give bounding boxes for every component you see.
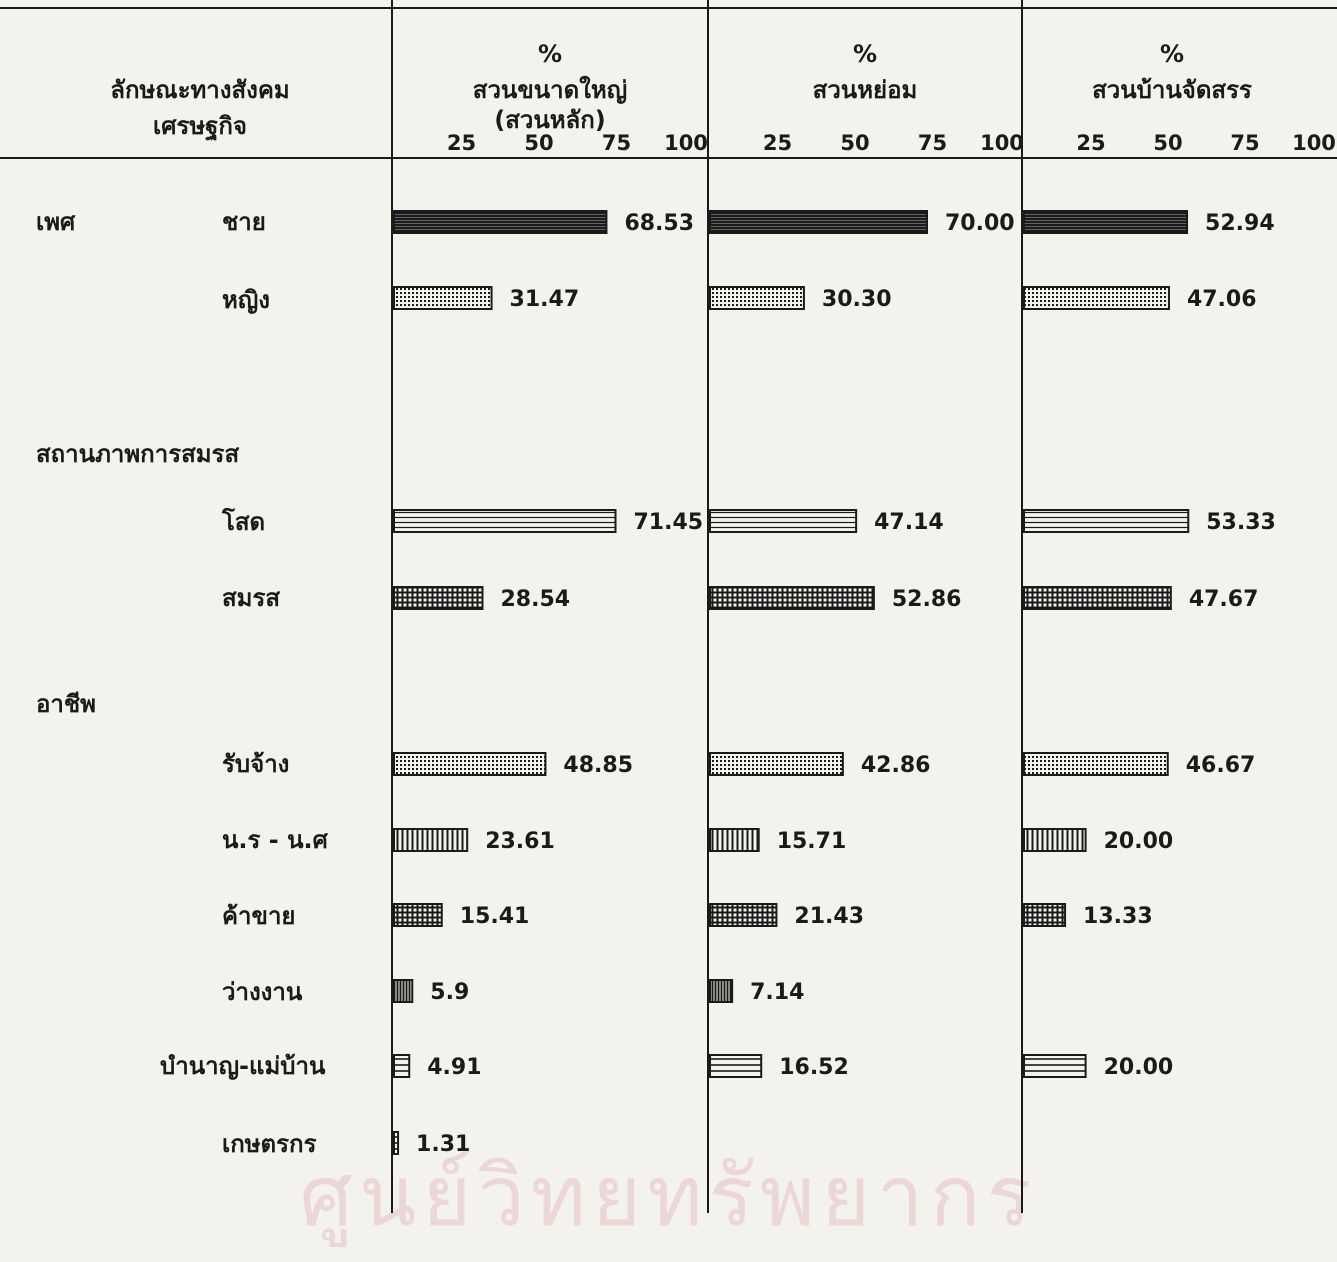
bar-row-7-panel-1 [393,903,443,927]
value-label-row-5-panel-2: 42.86 [861,753,931,778]
row-label-married: สมรส [222,584,281,612]
value-label-row-7-panel-2: 21.43 [794,904,864,929]
value-label-row-5-panel-3: 46.67 [1186,753,1256,778]
tick-label-panel-3: 25 [1076,131,1105,155]
value-label-row-10-panel-1: 1.31 [416,1132,470,1157]
value-label-row-5-panel-1: 48.85 [563,753,633,778]
row-label-trader: ค้าขาย [222,902,296,930]
tick-label-panel-3: 100 [1292,131,1336,155]
bar-row-10-panel-1 [393,1131,400,1155]
row-label-female: หญิง [222,286,270,314]
bar-row-5-panel-3 [1023,752,1169,776]
value-label-row-9-panel-2: 16.52 [779,1055,849,1080]
value-label-row-2-panel-3: 47.06 [1187,287,1257,312]
bar-row-2-panel-1 [393,286,493,310]
row-header-line2: เศรษฐกิจ [153,112,247,140]
group-label-occupation: อาชีพ [36,690,96,718]
bar-row-3-panel-2 [709,509,858,533]
bar-row-8-panel-2 [709,979,734,1003]
group-label-sex: เพศ [36,208,76,236]
value-label-row-4-panel-2: 52.86 [892,587,962,612]
bar-row-3-panel-1 [393,509,617,533]
value-label-row-6-panel-1: 23.61 [485,829,555,854]
bar-row-9-panel-1 [393,1054,411,1078]
row-label-unemployed: ว่างงาน [222,978,303,1006]
row-label-employee: รับจ้าง [222,750,290,778]
bar-row-4-panel-2 [709,586,875,610]
panel-2-title: สวนหย่อม [812,76,918,104]
value-label-row-6-panel-2: 15.71 [777,829,847,854]
row-label-student: น.ร - น.ศ [222,826,328,854]
value-label-row-1-panel-1: 68.53 [624,211,694,236]
value-label-row-4-panel-1: 28.54 [500,587,570,612]
tick-label-panel-1: 50 [524,131,553,155]
tick-label-panel-1: 100 [664,131,708,155]
value-label-row-3-panel-2: 47.14 [874,510,944,535]
value-label-row-4-panel-3: 47.67 [1189,587,1259,612]
bar-row-2-panel-2 [709,286,805,310]
group-label-marital-status: สถานภาพการสมรส [36,440,240,468]
tick-label-panel-1: 25 [447,131,476,155]
value-label-row-2-panel-1: 31.47 [510,287,580,312]
panel-1-title: สวนขนาดใหญ่ [472,76,628,104]
bar-row-2-panel-3 [1023,286,1170,310]
bar-row-1-panel-3 [1023,210,1189,234]
value-label-row-9-panel-3: 20.00 [1104,1055,1174,1080]
bar-row-4-panel-3 [1023,586,1172,610]
row-label-single: โสด [222,508,266,536]
panel-3-percent: % [1159,40,1185,68]
bar-row-5-panel-2 [709,752,844,776]
tick-label-panel-2: 100 [980,131,1024,155]
bar-row-9-panel-2 [709,1054,763,1078]
bar-row-8-panel-1 [393,979,414,1003]
bar-row-1-panel-1 [393,210,608,234]
value-label-row-7-panel-3: 13.33 [1083,904,1153,929]
row-label-pensioner-housewife: บำนาญ-แม่บ้าน [160,1052,326,1080]
bar-row-6-panel-1 [393,828,469,852]
bar-row-4-panel-1 [393,586,484,610]
row-label-farmer: เกษตรกร [222,1130,317,1158]
value-label-row-7-panel-1: 15.41 [460,904,530,929]
tick-label-panel-1: 75 [602,131,631,155]
panel-2-percent: % [852,40,878,68]
tick-label-panel-3: 75 [1230,131,1259,155]
row-header-line1: ลักษณะทางสังคม [110,76,290,104]
value-label-row-8-panel-1: 5.9 [430,980,469,1005]
bar-row-6-panel-3 [1023,828,1087,852]
value-label-row-3-panel-3: 53.33 [1206,510,1276,535]
panel-3-title: สวนบ้านจัดสรร [1092,76,1252,104]
bar-row-5-panel-1 [393,752,547,776]
bar-row-3-panel-3 [1023,509,1190,533]
bar-row-9-panel-3 [1023,1054,1087,1078]
tick-label-panel-2: 50 [840,131,869,155]
panel-1-percent: % [537,40,563,68]
value-label-row-8-panel-2: 7.14 [750,980,804,1005]
chart-canvas: 25 50 75 100 25 50 75 100 25 50 75 100 68.53 70.00 52… [0,0,1337,1213]
value-label-row-9-panel-1: 4.91 [427,1055,481,1080]
bar-row-7-panel-3 [1023,903,1067,927]
value-label-row-1-panel-2: 70.00 [945,211,1015,236]
value-label-row-2-panel-2: 30.30 [822,287,892,312]
value-label-row-3-panel-1: 71.45 [633,510,703,535]
tick-label-panel-2: 25 [763,131,792,155]
value-label-row-6-panel-3: 20.00 [1104,829,1174,854]
bar-row-6-panel-2 [709,828,760,852]
value-label-row-1-panel-3: 52.94 [1205,211,1275,236]
bar-row-1-panel-2 [709,210,928,234]
tick-label-panel-3: 50 [1153,131,1182,155]
tick-label-panel-2: 75 [918,131,947,155]
panel-1-subtitle: (สวนหลัก) [494,106,606,134]
row-label-male: ชาย [222,208,266,236]
bar-row-7-panel-2 [709,903,778,927]
